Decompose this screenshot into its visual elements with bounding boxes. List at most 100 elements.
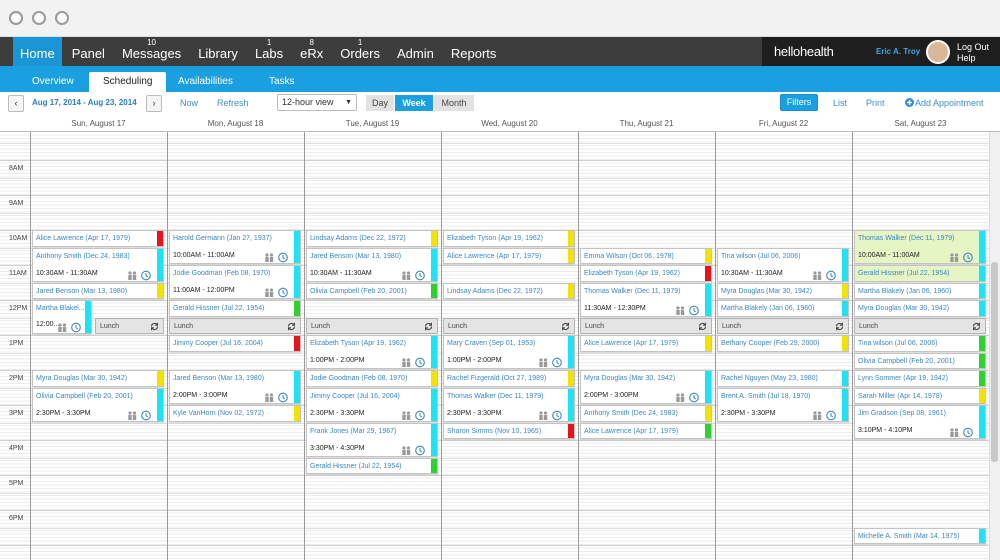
- window-button[interactable]: [9, 11, 23, 25]
- sub-tab[interactable]: Scheduling: [89, 72, 167, 92]
- appointment[interactable]: Olivia Campbell (Feb 20, 2001) 2:30PM - 3…: [32, 387, 164, 422]
- patient-name[interactable]: Elizabeth Tyson (Apr 19, 1962): [584, 270, 680, 277]
- appointment[interactable]: Anthony Smith (Dec 24, 1983) 10:30AM - 11…: [32, 247, 164, 282]
- appointment[interactable]: Kyle VanHorn (Nov 02, 1972): [169, 405, 301, 422]
- logout-link[interactable]: Log Out: [957, 42, 990, 52]
- nav-item[interactable]: eRx 8: [293, 37, 330, 66]
- nav-item[interactable]: Library: [191, 37, 245, 66]
- appointment[interactable]: Lynn Sommer (Apr 19, 1942): [854, 370, 986, 387]
- patient-name[interactable]: Frank Jones (Mar 29, 1967): [310, 427, 397, 435]
- appointment[interactable]: Tina wilson (Jul 06, 2006): [854, 335, 986, 352]
- sub-tab[interactable]: Overview: [32, 76, 74, 87]
- appointment[interactable]: Elizabeth Tyson (Apr 19, 1962): [443, 230, 575, 247]
- patient-name[interactable]: Olivia Campbell (Feb 20, 2001): [310, 287, 407, 295]
- nav-item[interactable]: Home: [13, 37, 62, 66]
- appointment[interactable]: Thomas Walker (Dec 11, 1979) 11:30AM - 12…: [580, 282, 712, 317]
- filters-button[interactable]: Filters: [780, 94, 818, 111]
- appointment[interactable]: Bethany Cooper (Feb 29, 2000): [717, 335, 849, 352]
- appointment[interactable]: Martha Blakel... 12:00...: [32, 300, 92, 334]
- appointment[interactable]: Elizabeth Tyson (Apr 19, 1962) 1:00PM - 2…: [306, 335, 438, 369]
- patient-name[interactable]: Mary Craven (Sep 01, 1953): [447, 340, 536, 347]
- appointment[interactable]: Alice Lawrence (Apr 17, 1979): [443, 247, 575, 264]
- nav-item[interactable]: Messages 10: [115, 37, 188, 66]
- patient-name[interactable]: Jodie Goodman (Feb 08, 1970): [310, 375, 408, 382]
- appointment[interactable]: Alice Lawrence (Apr 17, 1979): [32, 230, 164, 247]
- appointment[interactable]: Rachel Nguyen (May 23, 1980): [717, 370, 849, 387]
- patient-name[interactable]: Sharon Simms (Nov 10, 1965): [447, 427, 542, 435]
- patient-name[interactable]: Myra Douglas (Mar 30, 1942): [858, 305, 950, 312]
- appointment[interactable]: Harold Germann (Jan 27, 1937) 10:00AM - 1…: [169, 230, 301, 264]
- appointment[interactable]: Thomas Walker (Dec 11, 1979) 2:30PM - 3:3…: [443, 387, 575, 422]
- lunch-block[interactable]: Lunch: [306, 317, 438, 334]
- refresh-link[interactable]: Refresh: [217, 98, 249, 108]
- patient-name[interactable]: Jimmy Cooper (Jul 16, 2004): [310, 392, 400, 400]
- appointment[interactable]: Martha Blakely (Jan 06, 1960): [854, 282, 986, 299]
- appointment[interactable]: Jodie Goodman (Feb 08, 1970) 11:00AM - 12…: [169, 265, 301, 299]
- patient-name[interactable]: Martha Blakel...: [36, 305, 85, 312]
- nav-item[interactable]: Admin: [390, 37, 441, 66]
- patient-name[interactable]: Tina wilson (Jul 06, 2006): [721, 252, 801, 260]
- lunch-block[interactable]: Lunch: [717, 317, 849, 334]
- sub-tab[interactable]: Availabilities: [178, 76, 233, 87]
- appointment[interactable]: Anthony Smith (Dec 24, 1983): [580, 405, 712, 422]
- now-link[interactable]: Now: [180, 98, 199, 108]
- patient-name[interactable]: Harold Germann (Jan 27, 1937): [173, 235, 272, 242]
- patient-name[interactable]: Kyle VanHorn (Nov 02, 1972): [173, 410, 264, 417]
- patient-name[interactable]: Alice Lawrence (Apr 17, 1979): [36, 235, 131, 242]
- appointment[interactable]: Myra Douglas (Mar 30, 1942): [717, 282, 849, 299]
- appointment[interactable]: Gerald Hissner (Jul 22, 1954): [306, 457, 438, 474]
- appointment[interactable]: Thomas Walker (Dec 11, 1979) 10:00AM - 11…: [854, 230, 986, 264]
- view-select[interactable]: 12-hour view ▼: [277, 94, 357, 111]
- lunch-block[interactable]: Lunch: [854, 317, 986, 334]
- avatar[interactable]: [926, 40, 950, 64]
- patient-name[interactable]: Jared Benson (Mar 13, 1980): [173, 375, 265, 382]
- appointment[interactable]: Jared Benson (Mar 13, 1980) 2:00PM - 3:00…: [169, 370, 301, 404]
- window-button[interactable]: [55, 11, 69, 25]
- patient-name[interactable]: Emma Wilson (Oct 06, 1978): [584, 252, 674, 260]
- patient-name[interactable]: Jared Benson (Mar 13, 1980): [310, 252, 402, 260]
- patient-name[interactable]: Myra Douglas (Mar 30, 1942): [721, 287, 813, 295]
- patient-name[interactable]: Thomas Walker (Dec 11, 1979): [584, 287, 681, 295]
- patient-name[interactable]: Thomas Walker (Dec 11, 1979): [858, 235, 955, 242]
- appointment[interactable]: Martha Blakely (Jan 06, 1960): [717, 300, 849, 317]
- print-link[interactable]: Print: [866, 98, 885, 108]
- patient-name[interactable]: Rachel Fizgerald (Oct 27, 1989): [447, 375, 547, 382]
- user-name[interactable]: Eric A. Troy: [876, 47, 921, 56]
- appointment[interactable]: Emma Wilson (Oct 06, 1978): [580, 247, 712, 264]
- nav-item[interactable]: Orders 1: [333, 37, 387, 66]
- patient-name[interactable]: Martha Blakely (Jan 06, 1960): [858, 287, 952, 295]
- appointment[interactable]: Alice Lawrence (Apr 17, 1979): [580, 422, 712, 439]
- nav-item[interactable]: Labs 1: [248, 37, 290, 66]
- patient-name[interactable]: Jared Benson (Mar 13, 1980): [36, 287, 128, 295]
- sub-tab[interactable]: Tasks: [269, 76, 295, 87]
- patient-name[interactable]: Brent A. Smith (Jul 18, 1970): [721, 392, 811, 400]
- patient-name[interactable]: Tina wilson (Jul 06, 2006): [858, 340, 938, 347]
- appointment[interactable]: Sarah Miller (Apr 14, 1978): [854, 387, 986, 404]
- appointment[interactable]: Lindsay Adams (Dec 22, 1972): [443, 282, 575, 299]
- appointment[interactable]: Myra Douglas (Mar 30, 1942) 2:00PM - 3:00…: [580, 370, 712, 404]
- prev-button[interactable]: ‹: [8, 95, 24, 112]
- appointment[interactable]: Jim Gradson (Sep 08, 1961) 3:10PM - 4:10P…: [854, 405, 986, 439]
- patient-name[interactable]: Jimmy Cooper (Jul 16, 2004): [173, 340, 263, 347]
- add-appointment[interactable]: Add Appointment: [915, 98, 984, 108]
- appointment[interactable]: Gerald Hissner (Jul 22, 1954): [854, 265, 986, 282]
- patient-name[interactable]: Bethany Cooper (Feb 29, 2000): [721, 340, 820, 347]
- patient-name[interactable]: Rachel Nguyen (May 23, 1980): [721, 375, 818, 382]
- lunch-block[interactable]: Lunch: [169, 317, 301, 334]
- appointment[interactable]: Jared Benson (Mar 13, 1980) 10:30AM - 11:…: [306, 247, 438, 282]
- patient-name[interactable]: Jim Gradson (Sep 08, 1961): [858, 410, 946, 417]
- appointment[interactable]: Tina wilson (Jul 06, 2006) 10:30AM - 11:3…: [717, 247, 849, 282]
- appointment[interactable]: Jodie Goodman (Feb 08, 1970): [306, 370, 438, 387]
- patient-name[interactable]: Martha Blakely (Jan 06, 1960): [721, 305, 815, 312]
- patient-name[interactable]: Gerald Hissner (Jul 22, 1954): [858, 270, 950, 277]
- patient-name[interactable]: Elizabeth Tyson (Apr 19, 1962): [310, 340, 406, 347]
- patient-name[interactable]: Alice Lawrence (Apr 17, 1979): [584, 427, 679, 435]
- lunch-block[interactable]: Lunch: [443, 317, 575, 334]
- patient-name[interactable]: Jodie Goodman (Feb 08, 1970): [173, 270, 271, 277]
- patient-name[interactable]: Lynn Sommer (Apr 19, 1942): [858, 375, 949, 382]
- patient-name[interactable]: Myra Douglas (Mar 30, 1942): [584, 375, 676, 382]
- patient-name[interactable]: Olivia Campbell (Feb 20, 2001): [36, 392, 133, 400]
- list-link[interactable]: List: [833, 98, 848, 108]
- appointment[interactable]: Jared Benson (Mar 13, 1980): [32, 282, 164, 299]
- nav-item[interactable]: Reports: [444, 37, 504, 66]
